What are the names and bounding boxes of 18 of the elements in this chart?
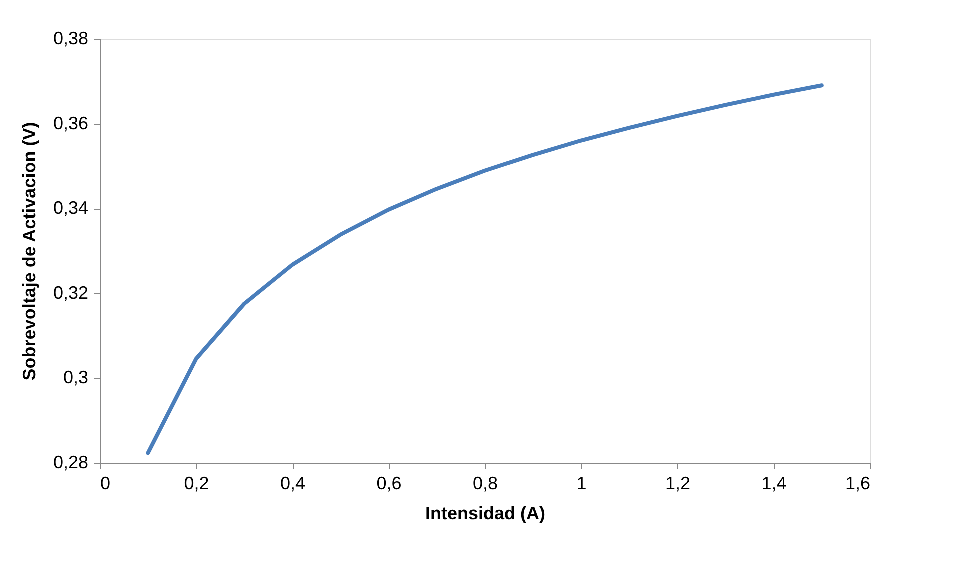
x-tick-label: 1,4 — [762, 474, 787, 494]
x-tick-label: 0,4 — [280, 474, 306, 494]
x-tick-label: 1 — [576, 474, 587, 494]
y-tick-label: 0,38 — [53, 28, 88, 48]
x-tick-label: 0,6 — [376, 474, 402, 494]
x-tick-label: 0,2 — [184, 474, 210, 494]
line-series — [146, 84, 824, 456]
y-axis-title: Sobrevoltaje de Activacion (V) — [19, 122, 40, 381]
x-tick-label: 1,6 — [845, 474, 870, 494]
x-tick-label: 0,8 — [472, 474, 498, 494]
y-tick-label: 0,32 — [53, 282, 88, 303]
y-tick-label: 0,36 — [53, 113, 88, 134]
y-tick-label: 0,3 — [63, 368, 88, 388]
x-tick-label: 0 — [100, 474, 111, 494]
x-tick-label: 1,2 — [665, 474, 691, 494]
x-axis-title: Intensidad (A) — [426, 504, 546, 524]
y-tick-label: 0,28 — [53, 452, 88, 472]
y-tick-label: 0,34 — [53, 198, 88, 218]
